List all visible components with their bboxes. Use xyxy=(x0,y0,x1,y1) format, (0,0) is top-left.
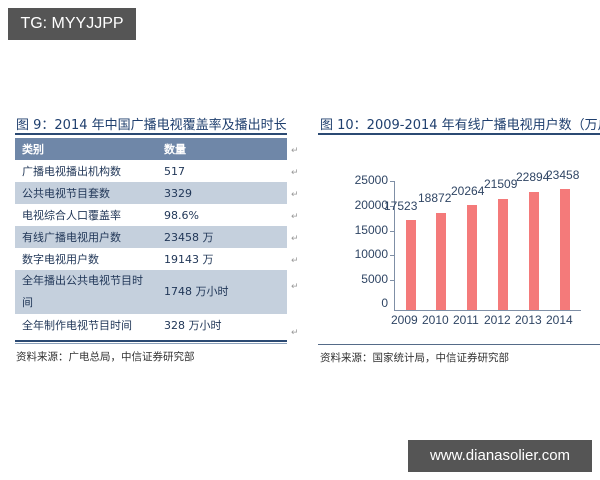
figure9-title: 图 9：2014 年中国广播电视覆盖率及播出时长 xyxy=(16,118,287,133)
bar-2010 xyxy=(436,213,446,310)
table-row: 广播电视播出机构数 517 xyxy=(15,160,287,182)
row-value: 19143 万 xyxy=(164,253,214,266)
row-category: 广播电视播出机构数 xyxy=(22,165,121,178)
bar-value-label: 22894 xyxy=(516,170,550,184)
bar-value-label: 21509 xyxy=(484,177,518,191)
return-mark-icon: ↵ xyxy=(291,282,299,292)
table-header-row: 类别 数量 xyxy=(15,138,287,160)
return-mark-icon: ↵ xyxy=(291,328,299,338)
y-tick-mark xyxy=(390,231,394,232)
bar-2011 xyxy=(467,205,477,310)
figure10-title-rule xyxy=(318,133,600,135)
figure10-title: 图 10：2009-2014 年有线广播电视用户数（万户） xyxy=(320,118,600,133)
x-tick-label: 2011 xyxy=(453,313,479,327)
row-value: 517 xyxy=(164,164,185,178)
row-category: 数字电视用户数 xyxy=(22,253,99,266)
bar-chart: 25000 20000 15000 10000 5000 0 17523 188… xyxy=(320,165,600,335)
table-row: 有线广播电视用户数 23458 万 xyxy=(15,226,287,248)
figure9-table: 类别 数量 广播电视播出机构数 517 公共电视节目套数 3329 电视综合人口… xyxy=(15,138,287,336)
x-tick-label: 2014 xyxy=(546,313,573,327)
return-mark-icon: ↵ xyxy=(291,190,299,200)
y-tick-mark xyxy=(390,255,394,256)
bar-2013 xyxy=(529,192,539,310)
bar-2009 xyxy=(406,220,416,310)
row-category: 全年制作电视节目时间 xyxy=(22,319,132,332)
header-value: 数量 xyxy=(157,138,287,160)
x-tick-label: 2009 xyxy=(391,313,418,327)
row-value: 1748 万小时 xyxy=(157,270,287,314)
y-tick-mark xyxy=(390,206,394,207)
figure9-bottom-rule xyxy=(15,340,287,342)
return-mark-icon: ↵ xyxy=(291,234,299,244)
table-row: 电视综合人口覆盖率 98.6% xyxy=(15,204,287,226)
bar-value-label: 18872 xyxy=(418,191,452,205)
return-mark-icon: ↵ xyxy=(291,168,299,178)
y-tick-label: 5000 xyxy=(361,272,388,286)
return-mark-icon: ↵ xyxy=(291,146,299,156)
row-category: 有线广播电视用户数 xyxy=(15,226,157,248)
figure9-bottom-rule-thin xyxy=(15,343,287,344)
table-row: 全年制作电视节目时间 328 万小时 xyxy=(15,314,287,336)
table-row: 全年播出公共电视节目时间 1748 万小时 xyxy=(15,270,287,314)
y-tick-label: 25000 xyxy=(354,173,388,187)
x-axis xyxy=(394,310,581,311)
figure10-bottom-rule xyxy=(318,344,600,345)
y-tick-label: 0 xyxy=(381,296,388,310)
row-value: 98.6% xyxy=(164,208,199,222)
table-row: 数字电视用户数 19143 万 xyxy=(15,248,287,270)
bar-2014 xyxy=(560,189,570,310)
bar-value-label: 20264 xyxy=(451,184,485,198)
y-tick-label: 15000 xyxy=(354,223,388,237)
y-tick-label: 20000 xyxy=(354,198,388,212)
row-category: 公共电视节目套数 xyxy=(15,182,157,204)
y-axis xyxy=(394,181,395,310)
y-tick-mark xyxy=(390,280,394,281)
row-value: 23458 万 xyxy=(157,226,287,248)
watermark-top: TG: MYYJJPP xyxy=(8,8,136,40)
bar-value-label: 17523 xyxy=(384,199,418,213)
figure9-source: 资料来源：广电总局，中信证券研究部 xyxy=(16,351,195,363)
figure9-title-rule xyxy=(15,133,287,135)
y-tick-label: 10000 xyxy=(354,247,388,261)
row-value: 328 万小时 xyxy=(164,319,222,332)
header-category: 类别 xyxy=(15,138,157,160)
bar-value-label: 23458 xyxy=(546,168,580,182)
x-tick-label: 2010 xyxy=(422,313,449,327)
return-mark-icon: ↵ xyxy=(291,212,299,222)
table-row: 公共电视节目套数 3329 xyxy=(15,182,287,204)
row-category: 全年播出公共电视节目时间 xyxy=(15,270,157,314)
figure10-source: 资料来源：国家统计局，中信证券研究部 xyxy=(320,352,509,364)
y-tick-mark xyxy=(390,181,394,182)
x-tick-label: 2013 xyxy=(515,313,542,327)
bar-2012 xyxy=(498,199,508,310)
row-category: 电视综合人口覆盖率 xyxy=(22,209,121,222)
row-value: 3329 xyxy=(157,182,287,204)
x-tick-label: 2012 xyxy=(484,313,511,327)
return-mark-icon: ↵ xyxy=(291,256,299,266)
watermark-bottom: www.dianasolier.com xyxy=(408,440,592,472)
